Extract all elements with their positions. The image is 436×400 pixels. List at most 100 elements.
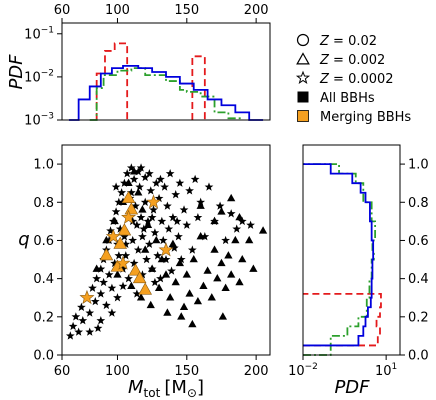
all-bbh-triangle-point <box>141 245 150 253</box>
all-bbh-triangle-point <box>138 205 147 213</box>
merging-bbh-triangle-point <box>113 236 128 249</box>
all-bbh-star-point <box>122 169 132 178</box>
all-bbh-triangle-point <box>163 308 172 316</box>
all-bbh-star-point <box>140 197 150 206</box>
all-bbh-star-point <box>65 331 75 340</box>
all-bbh-star-point <box>107 308 117 317</box>
all-bbh-triangle-point <box>136 293 146 301</box>
all-bbh-star-point <box>90 296 100 306</box>
all-bbh-star-point <box>165 169 175 178</box>
right-histogram-curves <box>303 163 382 356</box>
top-histogram-series-0 <box>95 42 206 120</box>
right-x-ticks: 10−2 101 <box>288 355 397 379</box>
merging-bbh-triangle-point <box>132 271 147 284</box>
all-bbh-star-point <box>167 266 176 275</box>
scatter-points <box>65 163 268 340</box>
all-bbh-triangle-point <box>182 270 191 278</box>
legend-label: All BBHs <box>320 91 375 106</box>
right-histogram-series-0 <box>303 293 382 347</box>
main-scatter-frame <box>61 144 271 356</box>
all-bbh-star-point <box>151 178 161 187</box>
all-bbh-star-point <box>113 293 122 302</box>
legend-marker-square-orange <box>297 110 309 122</box>
merging-bbh-star-point <box>146 194 161 209</box>
all-bbh-triangle-point <box>124 178 133 186</box>
all-bbh-star-point <box>185 186 194 195</box>
all-bbh-star-point <box>78 316 88 325</box>
all-bbh-star-point <box>128 235 138 245</box>
all-bbh-triangle-point <box>235 277 244 286</box>
all-bbh-triangle-point <box>143 220 153 228</box>
all-bbh-triangle-point <box>189 254 198 263</box>
all-bbh-star-point <box>246 220 255 229</box>
main-y-label: 0.6 <box>33 234 54 249</box>
legend-marker-circle-open <box>296 33 310 47</box>
all-bbh-star-point <box>150 228 160 237</box>
all-bbh-triangle-point <box>175 258 185 267</box>
all-bbh-star-point <box>138 270 147 279</box>
top-y-label: 10−2 <box>24 68 54 85</box>
all-bbh-star-point <box>157 216 167 226</box>
legend-label: Merging BBHs <box>320 110 411 125</box>
right-y-label: 0.6 <box>408 234 429 249</box>
all-bbh-star-point <box>104 270 114 279</box>
right-y-ticks: 0.0 0.2 0.4 0.6 0.8 1.0 <box>400 158 429 364</box>
all-bbh-star-point <box>176 254 186 264</box>
all-bbh-triangle-point <box>227 193 236 202</box>
all-bbh-star-point <box>85 308 95 317</box>
legend-label: Z = 0.002 <box>319 53 385 68</box>
merging-bbh-triangle-point <box>128 263 143 276</box>
all-bbh-star-point <box>168 212 178 222</box>
all-bbh-triangle-point <box>224 251 233 259</box>
all-bbh-star-point <box>153 251 163 260</box>
all-bbh-triangle-point <box>166 293 175 301</box>
all-bbh-star-point <box>156 174 165 184</box>
right-y-label: 0.0 <box>408 349 429 364</box>
all-bbh-triangle-point <box>102 235 111 244</box>
all-bbh-triangle-point <box>238 254 247 263</box>
all-bbh-triangle-point <box>217 207 226 215</box>
all-bbh-triangle-point <box>168 239 178 248</box>
all-bbh-star-point <box>187 245 197 254</box>
all-bbh-star-point <box>118 281 128 290</box>
all-bbh-star-point <box>85 327 95 336</box>
main-y-axis-label: q <box>18 229 29 250</box>
merging-bbh-triangle-point <box>99 248 114 261</box>
all-bbh-triangle-point <box>207 293 216 301</box>
all-bbh-triangle-point <box>179 302 189 311</box>
all-bbh-star-point <box>200 232 210 241</box>
all-bbh-triangle-point <box>245 235 254 244</box>
all-bbh-triangle-point <box>210 245 219 253</box>
legend-marker-star-open <box>295 70 311 85</box>
all-bbh-star-point <box>133 245 143 254</box>
all-bbh-star-point <box>96 264 106 273</box>
all-bbh-star-point <box>163 201 172 210</box>
all-bbh-triangle-point <box>154 283 164 291</box>
all-bbh-triangle-point <box>213 274 222 282</box>
all-bbh-star-point <box>115 224 125 233</box>
all-bbh-triangle-point <box>127 281 136 290</box>
all-bbh-star-point <box>237 216 247 226</box>
right-y-label: 0.4 <box>408 272 429 287</box>
right-y-label: 0.2 <box>408 310 429 325</box>
x-label-main: M <box>128 377 144 398</box>
all-bbh-star-point <box>215 201 225 210</box>
main-y-label: 0.2 <box>33 310 54 325</box>
all-bbh-star-point <box>179 205 189 214</box>
top-histogram-curves <box>68 42 264 121</box>
all-bbh-star-point <box>107 283 117 292</box>
all-bbh-star-point <box>156 274 165 283</box>
all-bbh-star-point <box>169 243 179 252</box>
all-bbh-star-point <box>154 193 164 203</box>
all-bbh-star-point <box>104 235 114 245</box>
all-bbh-triangle-point <box>113 270 122 278</box>
all-bbh-star-point <box>147 212 157 222</box>
all-bbh-triangle-point <box>217 258 226 267</box>
top-histogram-frame <box>61 22 271 121</box>
all-bbh-star-point <box>93 323 103 332</box>
all-bbh-star-point <box>136 212 146 222</box>
all-bbh-star-point <box>96 289 106 298</box>
all-bbh-triangle-point <box>203 266 212 274</box>
all-bbh-star-point <box>136 163 146 172</box>
all-bbh-star-point <box>174 232 183 241</box>
